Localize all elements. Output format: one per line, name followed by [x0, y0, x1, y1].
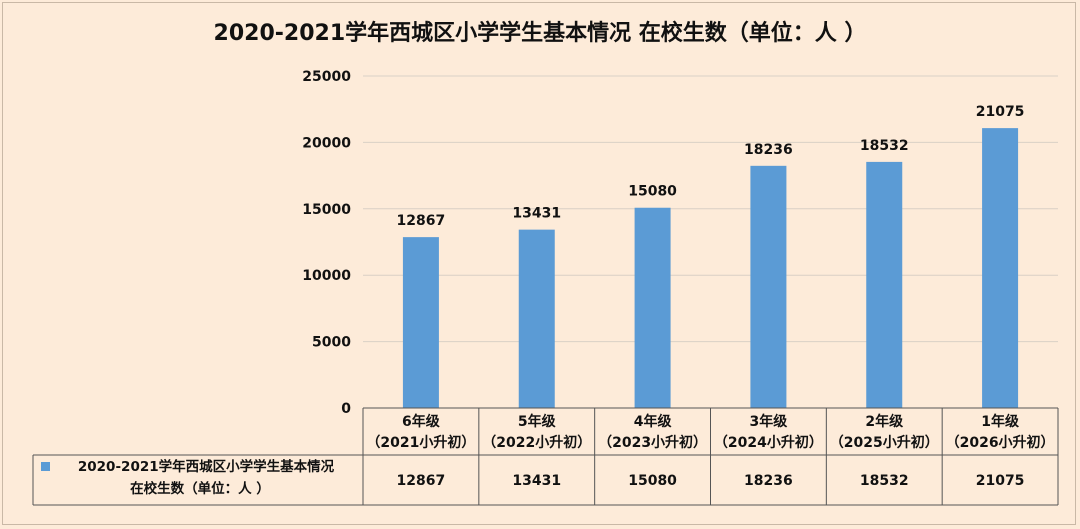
x-category-sublabel: （2025小升初）	[830, 434, 939, 451]
data-label: 15080	[628, 184, 677, 200]
table-cell-value: 15080	[628, 473, 677, 489]
y-tick-label: 10000	[302, 268, 351, 284]
y-tick-label: 20000	[302, 135, 351, 151]
data-label: 12867	[397, 213, 446, 229]
bar	[866, 161, 903, 408]
legend-swatch	[41, 462, 50, 471]
table-cell-value: 18532	[860, 473, 909, 489]
x-category-sublabel: （2023小升初）	[598, 434, 707, 451]
bar	[750, 165, 787, 408]
y-axis: 0 5000 10000 15000 20000 25000	[302, 69, 351, 417]
table-cell-value: 12867	[397, 473, 446, 489]
data-label: 18532	[860, 138, 909, 154]
x-category-label: 2年级	[865, 413, 904, 430]
data-label: 18236	[744, 142, 793, 158]
x-category-label: 5年级	[518, 413, 557, 430]
x-category-sublabel: （2026小升初）	[946, 434, 1055, 451]
table-cell-value: 18236	[744, 473, 793, 489]
data-label: 21075	[976, 104, 1025, 120]
data-labels: 12867 13431 15080 18236 18532 21075	[397, 104, 1025, 229]
bar	[982, 128, 1019, 408]
bars	[402, 128, 1019, 408]
data-label: 13431	[512, 206, 561, 222]
table-cell-value: 13431	[512, 473, 561, 489]
y-tick-label: 15000	[302, 202, 351, 218]
legend-series-name-line2: 在校生数（单位：人 ）	[130, 480, 270, 497]
x-category-label: 4年级	[634, 413, 673, 430]
x-category-label: 3年级	[750, 413, 789, 430]
y-tick-label: 25000	[302, 69, 351, 85]
bar	[402, 237, 439, 408]
gridlines	[363, 75, 1058, 343]
table-cell-value: 21075	[976, 473, 1025, 489]
legend-series-name: 2020-2021学年西城区小学学生基本情况	[78, 458, 335, 475]
bar	[518, 229, 555, 408]
bar	[634, 207, 671, 408]
y-tick-label: 5000	[312, 335, 351, 351]
y-tick-label: 0	[341, 401, 351, 417]
chart-title: 2020-2021学年西城区小学学生基本情况 在校生数（单位：人 ）	[214, 20, 867, 46]
x-category-sublabel: （2024小升初）	[714, 434, 823, 451]
data-table: 6年级 （2021小升初） 12867 5年级 （2022小升初） 13431 4年级 （20…	[32, 407, 1059, 506]
x-category-label: 1年级	[981, 413, 1020, 430]
x-category-sublabel: （2022小升初）	[482, 434, 591, 451]
x-category-sublabel: （2021小升初）	[366, 434, 475, 451]
x-category-label: 6年级	[402, 413, 441, 430]
